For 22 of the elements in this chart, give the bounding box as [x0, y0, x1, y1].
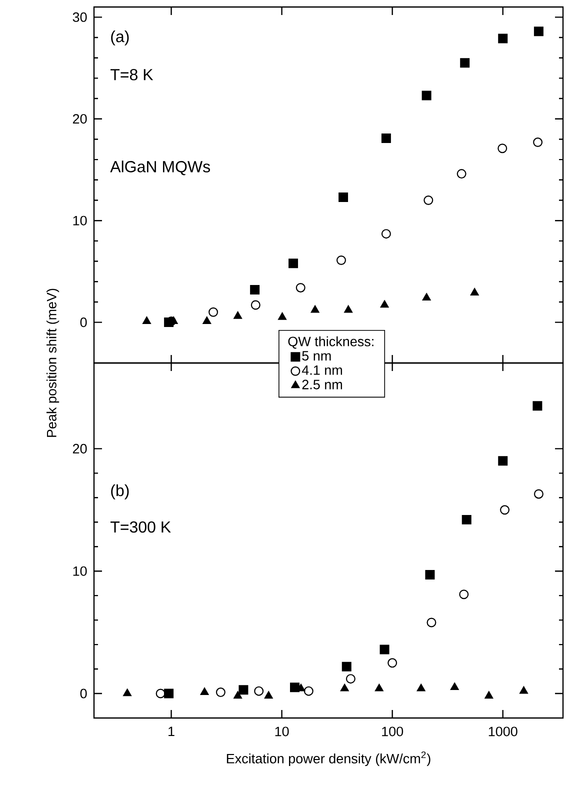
y-tick-label: 10	[73, 566, 87, 576]
y-tick-label: 30	[72, 12, 87, 22]
legend-label: 4.1 nm	[302, 365, 342, 375]
legend-label: 5 nm	[302, 351, 331, 361]
x-axis-title: Excitation power density (kW/cm$^{2}$)	[226, 751, 430, 766]
y-tick-label: 0	[80, 688, 87, 698]
y-tick-label: 10	[73, 216, 87, 226]
legend-title: QW thickness:	[288, 336, 374, 349]
x-tick-label: 1	[168, 726, 174, 736]
x-tick-label: 100	[382, 726, 404, 736]
y-tick-label: 0	[80, 318, 87, 328]
x-tick-label: 1000	[488, 726, 518, 736]
annotation: T=300 K	[110, 521, 171, 533]
annotation: AlGaN MQWs	[110, 160, 210, 176]
annotation: T=8 K	[110, 68, 154, 80]
y-tick-label: 20	[72, 444, 87, 454]
y-tick-label: 20	[72, 114, 87, 124]
legend-label: 2.5 nm	[302, 380, 342, 390]
annotation: (b)	[111, 484, 129, 500]
annotation: (a)	[111, 30, 129, 46]
y-axis-title: Peak position shift (meV)	[46, 288, 60, 437]
x-tick-label: 10	[275, 726, 289, 736]
